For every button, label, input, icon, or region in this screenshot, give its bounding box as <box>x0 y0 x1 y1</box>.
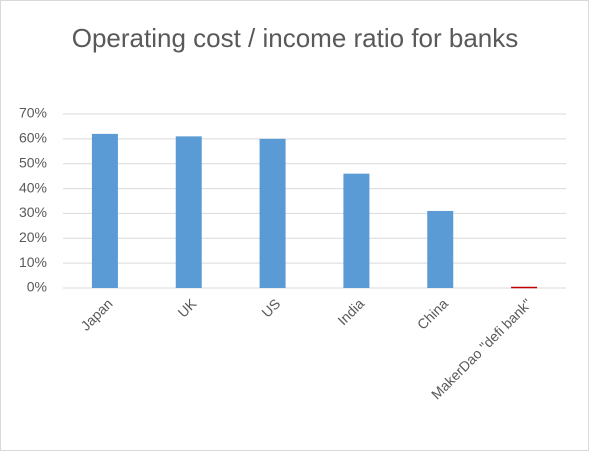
y-tick-label: 20% <box>19 229 47 245</box>
y-tick-label: 0% <box>27 279 47 295</box>
bar <box>343 173 370 288</box>
bar <box>259 138 286 288</box>
y-tick-label: 60% <box>19 130 47 146</box>
bar <box>511 286 538 289</box>
y-tick-label: 40% <box>19 179 47 195</box>
bar <box>175 136 202 288</box>
chart-title: Operating cost / income ratio for banks <box>71 23 519 53</box>
bar <box>91 133 118 288</box>
bar <box>427 210 454 288</box>
y-tick-label: 50% <box>19 154 47 170</box>
y-tick-label: 70% <box>19 105 47 121</box>
y-tick-label: 30% <box>19 204 47 220</box>
y-tick-label: 10% <box>19 254 47 270</box>
